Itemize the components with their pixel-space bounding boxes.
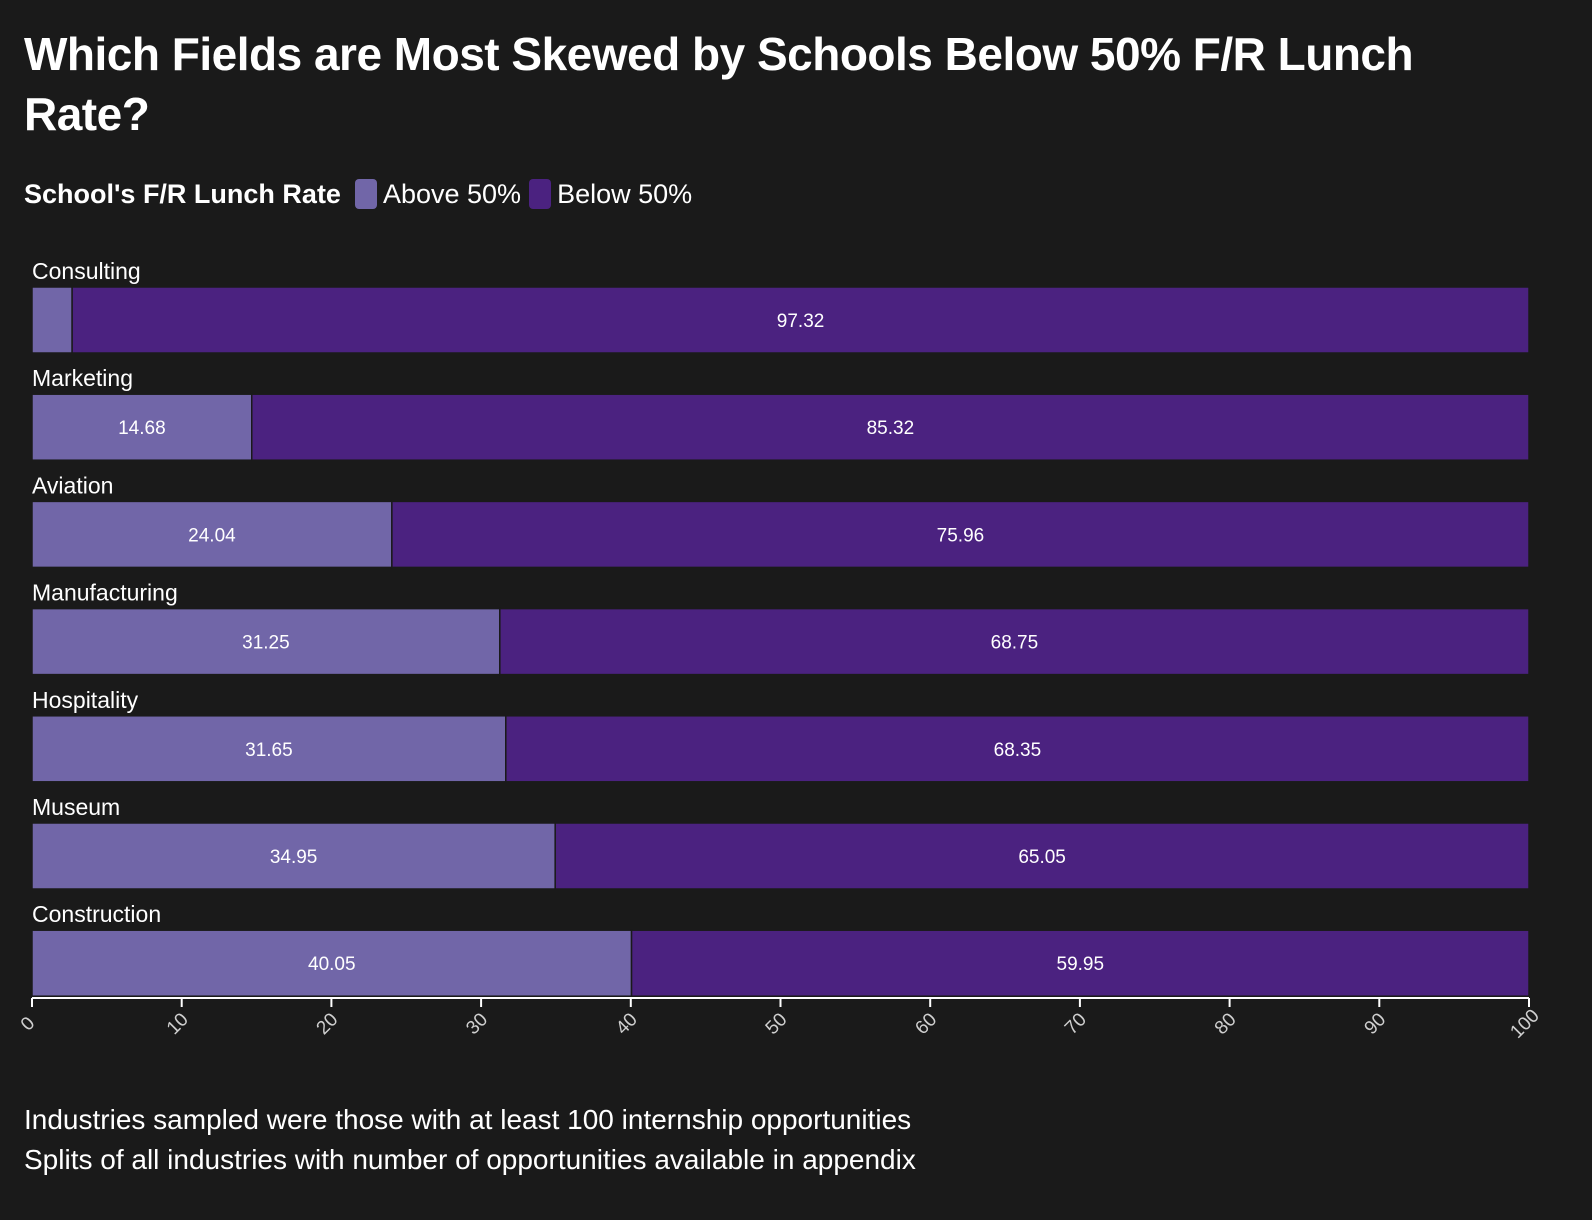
x-tick-label-30: 30 <box>462 1009 492 1039</box>
value-label-marketing-below-50: 85.32 <box>867 418 915 439</box>
value-label-hospitality-below-50: 68.35 <box>994 740 1042 761</box>
legend-title: School's F/R Lunch Rate <box>24 178 341 209</box>
bar-construction-above-50 <box>31 929 633 997</box>
x-tick-label-70: 70 <box>1061 1009 1091 1039</box>
category-label-aviation: Aviation <box>32 472 113 498</box>
bar-museum-below-50 <box>554 822 1530 890</box>
legend-item-below-50[interactable]: Below 50% <box>529 179 692 210</box>
x-tick-label-90: 90 <box>1361 1009 1391 1039</box>
value-label-aviation-below-50: 75.96 <box>937 525 985 546</box>
value-label-consulting-below-50: 97.32 <box>777 311 825 332</box>
bar-hospitality-above-50 <box>31 715 507 783</box>
x-tick-label-80: 80 <box>1211 1009 1241 1039</box>
x-tick-label-50: 50 <box>762 1009 792 1039</box>
category-label-hospitality: Hospitality <box>32 687 139 713</box>
bar-consulting-above-50 <box>31 286 73 354</box>
value-label-construction-below-50: 59.95 <box>1057 954 1105 975</box>
x-tick-label-0: 0 <box>17 1013 39 1035</box>
legend-swatch-below-50 <box>529 179 552 209</box>
bar-aviation-above-50 <box>31 500 393 569</box>
value-label-museum-above-50: 34.95 <box>270 847 318 868</box>
bar-consulting-below-50 <box>71 286 1530 354</box>
category-label-museum: Museum <box>32 794 120 820</box>
x-tick-label-20: 20 <box>313 1009 343 1039</box>
legend: School's F/R Lunch Rate Above 50% Below … <box>24 174 700 214</box>
value-label-manufacturing-above-50: 31.25 <box>242 633 290 654</box>
value-label-construction-above-50: 40.05 <box>308 954 356 975</box>
chart-title: Which Fields are Most Skewed by Schools … <box>24 28 1414 140</box>
value-label-manufacturing-below-50: 68.75 <box>991 633 1039 654</box>
value-label-hospitality-above-50: 31.65 <box>245 740 293 761</box>
category-label-manufacturing: Manufacturing <box>32 580 178 606</box>
x-tick-label-40: 40 <box>612 1009 642 1039</box>
bar-museum-above-50 <box>31 822 556 890</box>
bar-manufacturing-below-50 <box>499 607 1530 676</box>
bar-marketing-below-50 <box>251 393 1530 461</box>
x-tick-label-10: 10 <box>163 1009 193 1039</box>
x-tick-label-100: 100 <box>1506 1005 1543 1042</box>
value-label-aviation-above-50: 24.04 <box>188 525 236 546</box>
legend-label-below-50: Below 50% <box>557 178 693 209</box>
x-tick-label-60: 60 <box>911 1009 941 1039</box>
bar-manufacturing-above-50 <box>31 607 501 676</box>
category-label-marketing: Marketing <box>32 365 133 391</box>
footnotes: Industries sampled were those with at le… <box>24 1100 916 1180</box>
stacked-bar-chart: Consulting 97.32 Marketing 14.68 85.32 Aviati… <box>17 258 1544 1043</box>
legend-label-above-50: Above 50% <box>382 178 522 209</box>
bar-construction-below-50 <box>630 929 1530 997</box>
value-label-marketing-above-50: 14.68 <box>118 418 166 439</box>
bar-aviation-below-50 <box>391 500 1530 569</box>
category-label-construction: Construction <box>32 901 161 927</box>
legend-item-above-50[interactable]: Above 50% <box>354 178 522 210</box>
footnote-1: Industries sampled were those with at le… <box>24 1104 912 1135</box>
category-label-consulting: Consulting <box>32 258 141 284</box>
footnote-2: Splits of all industries with number of … <box>24 1144 916 1175</box>
bar-marketing-above-50 <box>31 393 253 461</box>
legend-swatch-above-50 <box>354 179 377 209</box>
bar-hospitality-below-50 <box>505 715 1530 783</box>
value-label-museum-below-50: 65.05 <box>1018 847 1066 868</box>
